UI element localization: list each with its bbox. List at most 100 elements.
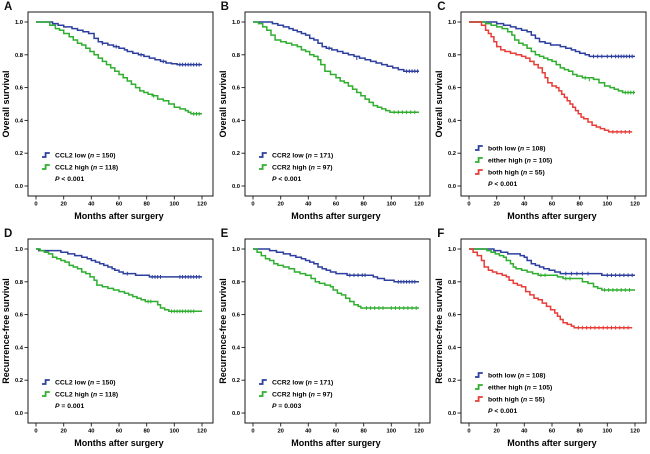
x-tick-label: 80 [360, 428, 366, 434]
x-tick-label: 120 [630, 201, 640, 207]
legend-key-icon [475, 372, 483, 378]
x-axis-title: Months after surgery [74, 438, 163, 448]
x-tick-label: 120 [414, 201, 424, 207]
kaplan-meier-chart-e: 0 20 40 60 80 100 120 0.0 0.2 0.4 0.6 0.8 1.0 Months … [218, 238, 431, 448]
y-tick-label: 0.0 [15, 184, 23, 190]
x-tick-label: 20 [277, 428, 283, 434]
y-tick-label: 0.4 [448, 118, 457, 124]
x-tick-label: 60 [332, 201, 338, 207]
x-tick-label: 20 [494, 201, 500, 207]
y-tick-label: 0.6 [448, 86, 456, 92]
x-tick-label: 100 [386, 428, 396, 434]
x-tick-label: 0 [34, 428, 37, 434]
x-tick-label: 100 [603, 428, 613, 434]
x-axis-title: Months after surgery [507, 211, 596, 221]
series-line [252, 21, 419, 113]
plot-border [244, 11, 431, 197]
legend-label: CCL2 high (n = 118) [55, 164, 118, 171]
legend-label: CCL2 low (n = 150) [55, 152, 116, 159]
x-tick-label: 40 [521, 201, 527, 207]
y-tick-label: 0.0 [448, 411, 456, 417]
y-tick-label: 0.6 [232, 86, 240, 92]
legend-label: either high (n = 105) [488, 157, 552, 164]
y-axis-title: Overall survival [434, 71, 444, 138]
p-value-label: P < 0.001 [55, 176, 84, 183]
y-tick-label: 0.8 [448, 53, 457, 59]
y-tick-label: 0.4 [232, 118, 241, 124]
x-tick-label: 0 [468, 201, 471, 207]
x-tick-label: 20 [60, 201, 66, 207]
legend-key-icon [258, 391, 267, 397]
x-axis-title: Months after surgery [507, 438, 596, 448]
y-tick-label: 0.2 [232, 151, 240, 157]
x-tick-label: 60 [549, 201, 555, 207]
y-tick-label: 0.8 [448, 280, 457, 286]
series-line [35, 21, 202, 115]
x-tick-label: 100 [169, 201, 179, 207]
y-axis-title: Recurrence-free survival [1, 278, 11, 383]
legend-label: CCR2 low (n = 171) [272, 379, 333, 386]
x-tick-label: 40 [305, 428, 311, 434]
y-tick-label: 0.0 [448, 184, 456, 190]
p-value-label: P < 0.001 [488, 408, 517, 415]
x-tick-label: 60 [116, 201, 122, 207]
x-tick-label: 40 [305, 201, 311, 207]
legend-key-icon [475, 157, 483, 163]
p-value-label: P < 0.001 [488, 181, 517, 188]
y-tick-label: 0.6 [232, 313, 240, 319]
legend-label: CCL2 low (n = 150) [55, 379, 116, 386]
x-tick-label: 20 [277, 201, 283, 207]
x-tick-label: 0 [251, 201, 254, 207]
x-tick-label: 120 [630, 428, 640, 434]
panel-a: A 0 20 40 60 80 100 120 0.0 0.2 0.4 0.6 0.8 1.0 Month… [0, 0, 217, 227]
x-tick-label: 80 [143, 428, 149, 434]
series-line [35, 21, 202, 66]
series-line [252, 248, 419, 309]
x-tick-label: 0 [251, 428, 254, 434]
p-value-label: P = 0.001 [55, 403, 84, 410]
panel-c: C 0 20 40 60 80 100 120 0.0 0.2 0.4 0.6 0.8 1.0 Month… [433, 0, 650, 227]
kaplan-meier-chart-f: 0 20 40 60 80 100 120 0.0 0.2 0.4 0.6 0.8 1.0 Months … [434, 238, 647, 448]
x-tick-label: 100 [603, 201, 613, 207]
plot-border [27, 11, 214, 197]
legend-label: both low (n = 108) [488, 372, 545, 379]
x-tick-label: 120 [414, 428, 424, 434]
y-tick-label: 1.0 [15, 20, 23, 26]
y-tick-label: 1.0 [15, 247, 23, 253]
legend-label: either high (n = 105) [488, 384, 552, 391]
legend-label: both high (n = 55) [488, 169, 545, 176]
series-line [469, 248, 633, 329]
legend-key-icon [41, 164, 50, 170]
x-tick-label: 100 [169, 428, 179, 434]
x-tick-label: 120 [197, 428, 207, 434]
y-tick-label: 0.0 [15, 411, 23, 417]
x-tick-label: 80 [143, 201, 149, 207]
y-tick-label: 0.8 [15, 280, 24, 286]
legend-label: both low (n = 108) [488, 145, 545, 152]
x-tick-label: 100 [386, 201, 396, 207]
legend-key-icon [258, 164, 267, 170]
y-tick-label: 0.2 [232, 378, 240, 384]
plot-border [460, 11, 647, 197]
legend-key-icon [41, 152, 50, 158]
legend-label: CCR2 low (n = 171) [272, 152, 333, 159]
x-tick-label: 40 [88, 201, 94, 207]
kaplan-meier-chart-d: 0 20 40 60 80 100 120 0.0 0.2 0.4 0.6 0.8 1.0 Months … [1, 238, 214, 448]
x-axis-title: Months after surgery [291, 438, 380, 448]
y-tick-label: 0.6 [15, 86, 23, 92]
x-tick-label: 0 [34, 201, 37, 207]
x-tick-label: 60 [332, 428, 338, 434]
y-tick-label: 0.8 [232, 53, 241, 59]
x-tick-label: 20 [60, 428, 66, 434]
series-line [35, 248, 202, 313]
y-axis-title: Recurrence-free survival [434, 278, 444, 383]
legend-label: CCR2 high (n = 97) [272, 164, 333, 171]
plot-border [244, 238, 431, 424]
x-tick-label: 80 [577, 428, 583, 434]
kaplan-meier-chart-b: 0 20 40 60 80 100 120 0.0 0.2 0.4 0.6 0.8 1.0 Months … [218, 11, 431, 221]
x-tick-label: 60 [116, 428, 122, 434]
legend-key-icon [475, 145, 483, 151]
series-line [252, 248, 419, 283]
y-axis-title: Recurrence-free survival [218, 278, 228, 383]
